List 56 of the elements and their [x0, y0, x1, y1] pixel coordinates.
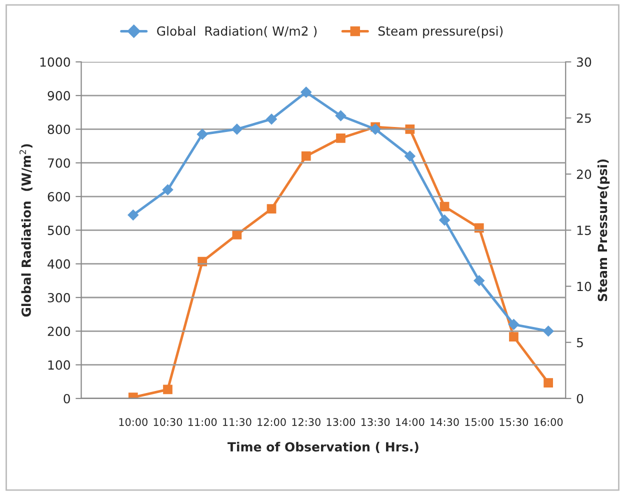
point: [474, 275, 485, 286]
y2-tick-label: 0: [576, 394, 584, 404]
y-tick-label: 1000: [40, 57, 70, 67]
y-tick-label: 600: [48, 192, 70, 202]
y-tick-label: 300: [48, 292, 70, 302]
x-tick-label: 10:30: [154, 418, 182, 426]
x-tick-label: 14:30: [430, 418, 459, 426]
point: [196, 128, 208, 140]
y-tick-label: 500: [48, 226, 70, 236]
y2-tick-label: 30: [576, 57, 592, 67]
y-tick-label: 800: [48, 124, 70, 134]
y-tick-label: 700: [48, 158, 70, 168]
x-tick-label: 12:00: [258, 418, 286, 426]
x-tick-label: 16:00: [534, 418, 563, 426]
x-tick-label: 13:30: [361, 418, 390, 426]
y-tick-label: 0: [64, 394, 70, 404]
point: [266, 204, 276, 214]
y2-tick-label: 15: [577, 226, 591, 236]
x-tick-label: 14:00: [396, 418, 424, 426]
y2-tick-label: 20: [576, 170, 592, 179]
legend-label: Global Radiation( W/m2 ): [157, 26, 317, 38]
point: [128, 210, 139, 220]
point: [162, 184, 174, 196]
point: [542, 326, 554, 337]
point: [439, 214, 450, 226]
x-tick-label: 15:30: [500, 418, 528, 426]
y-tick-label: 200: [48, 326, 70, 336]
point: [336, 133, 346, 143]
point: [509, 332, 518, 342]
y2-axis-title: Steam Pressure(psi): [598, 159, 610, 302]
y2-tick-label: 5: [577, 338, 583, 348]
point: [544, 378, 554, 388]
point: [300, 86, 312, 98]
x-tick-label: 15:00: [465, 418, 494, 426]
x-axis-title: Time of Observation ( Hrs.): [228, 442, 418, 454]
y2-tick-label: 25: [576, 113, 591, 123]
y-tick-label: 100: [48, 360, 70, 370]
y-tick-label: 900: [48, 91, 70, 100]
point: [440, 202, 450, 212]
point: [370, 124, 381, 135]
x-tick-label: 12:30: [292, 418, 320, 426]
x-tick-label: 11:30: [223, 418, 252, 426]
y-tick-label: 400: [48, 259, 70, 269]
y-axis-title: Global Radiation (W/m$^{2}$): [19, 144, 32, 317]
y2-tick-label: 10: [577, 282, 592, 292]
point: [301, 151, 311, 161]
point: [163, 384, 172, 394]
x-tick-label: 13:00: [326, 418, 356, 426]
x-tick-label: 11:00: [188, 418, 217, 426]
point: [335, 110, 346, 122]
legend-label: Steam pressure(psi): [378, 26, 503, 38]
point: [232, 124, 242, 135]
point: [404, 150, 416, 162]
point: [266, 114, 277, 125]
point: [508, 318, 520, 330]
x-tick-label: 10:00: [119, 418, 148, 426]
